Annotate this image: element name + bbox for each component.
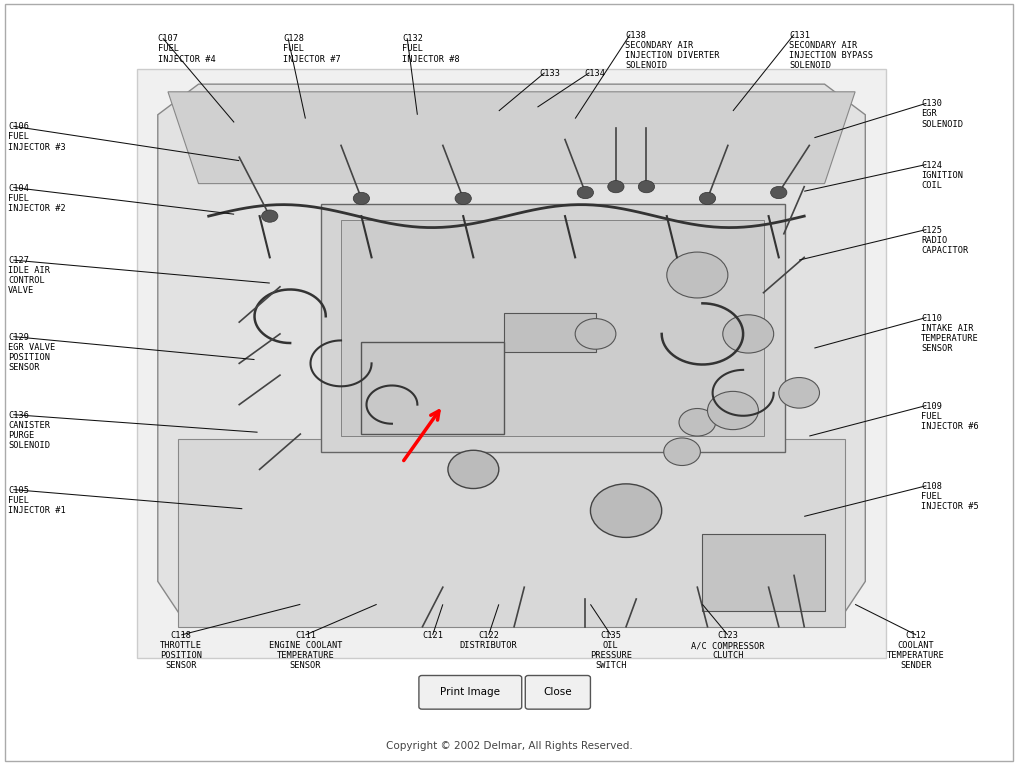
Bar <box>361 342 504 434</box>
Text: C111
ENGINE COOLANT
TEMPERATURE
SENSOR: C111 ENGINE COOLANT TEMPERATURE SENSOR <box>269 631 342 670</box>
Polygon shape <box>158 84 865 627</box>
Text: C125
RADIO
CAPACITOR: C125 RADIO CAPACITOR <box>921 226 968 255</box>
Text: C134: C134 <box>584 69 606 78</box>
Circle shape <box>771 187 787 199</box>
Text: C128
FUEL
INJECTOR #7: C128 FUEL INJECTOR #7 <box>283 34 341 63</box>
Circle shape <box>608 181 624 193</box>
Text: C127
IDLE AIR
CONTROL
VALVE: C127 IDLE AIR CONTROL VALVE <box>8 256 50 295</box>
Bar <box>137 69 886 658</box>
Text: Close: Close <box>544 687 572 698</box>
Circle shape <box>664 438 700 465</box>
Text: C135
OIL
PRESSURE
SWITCH: C135 OIL PRESSURE SWITCH <box>589 631 632 670</box>
Text: Print Image: Print Image <box>441 687 500 698</box>
Text: C122
DISTRIBUTOR: C122 DISTRIBUTOR <box>460 631 517 650</box>
Circle shape <box>448 451 499 489</box>
Circle shape <box>667 252 728 298</box>
Circle shape <box>455 192 471 204</box>
Text: C109
FUEL
INJECTOR #6: C109 FUEL INJECTOR #6 <box>921 402 979 431</box>
Bar <box>702 534 825 610</box>
Circle shape <box>708 392 758 430</box>
Text: C130
EGR
SOLENOID: C130 EGR SOLENOID <box>921 99 963 129</box>
Text: C131
SECONDARY AIR
INJECTION BYPASS
SOLENOID: C131 SECONDARY AIR INJECTION BYPASS SOLE… <box>789 31 873 70</box>
Text: C121: C121 <box>422 631 443 640</box>
Text: C106
FUEL
INJECTOR #3: C106 FUEL INJECTOR #3 <box>8 122 66 151</box>
Circle shape <box>779 378 819 409</box>
FancyBboxPatch shape <box>525 675 590 709</box>
Text: C112
COOLANT
TEMPERATURE
SENDER: C112 COOLANT TEMPERATURE SENDER <box>888 631 945 670</box>
Text: C136
CANISTER
PURGE
SOLENOID: C136 CANISTER PURGE SOLENOID <box>8 411 50 450</box>
Text: C123
A/C COMPRESSOR
CLUTCH: C123 A/C COMPRESSOR CLUTCH <box>691 631 765 660</box>
Bar <box>504 314 596 352</box>
Text: C108
FUEL
INJECTOR #5: C108 FUEL INJECTOR #5 <box>921 482 979 511</box>
Text: C124
IGNITION
COIL: C124 IGNITION COIL <box>921 161 963 190</box>
Circle shape <box>638 181 655 193</box>
Text: C104
FUEL
INJECTOR #2: C104 FUEL INJECTOR #2 <box>8 184 66 213</box>
Circle shape <box>577 187 593 199</box>
Text: Copyright © 2002 Delmar, All Rights Reserved.: Copyright © 2002 Delmar, All Rights Rese… <box>386 741 632 751</box>
Polygon shape <box>168 92 855 184</box>
Circle shape <box>353 192 370 204</box>
Bar <box>341 220 765 436</box>
Circle shape <box>699 192 716 204</box>
Bar <box>178 439 845 627</box>
Text: C105
FUEL
INJECTOR #1: C105 FUEL INJECTOR #1 <box>8 486 66 515</box>
FancyBboxPatch shape <box>419 675 521 709</box>
Circle shape <box>262 210 278 222</box>
Circle shape <box>590 483 662 537</box>
Text: C132
FUEL
INJECTOR #8: C132 FUEL INJECTOR #8 <box>402 34 460 63</box>
Text: C107
FUEL
INJECTOR #4: C107 FUEL INJECTOR #4 <box>158 34 216 63</box>
Text: C138
SECONDARY AIR
INJECTION DIVERTER
SOLENOID: C138 SECONDARY AIR INJECTION DIVERTER SO… <box>625 31 720 70</box>
Circle shape <box>575 318 616 349</box>
Text: C118
THROTTLE
POSITION
SENSOR: C118 THROTTLE POSITION SENSOR <box>160 631 203 670</box>
Text: C133: C133 <box>540 69 561 78</box>
Text: C110
INTAKE AIR
TEMPERATURE
SENSOR: C110 INTAKE AIR TEMPERATURE SENSOR <box>921 314 979 353</box>
Bar <box>321 204 785 451</box>
Circle shape <box>679 409 716 436</box>
Text: C129
EGR VALVE
POSITION
SENSOR: C129 EGR VALVE POSITION SENSOR <box>8 333 55 372</box>
Circle shape <box>723 314 774 353</box>
